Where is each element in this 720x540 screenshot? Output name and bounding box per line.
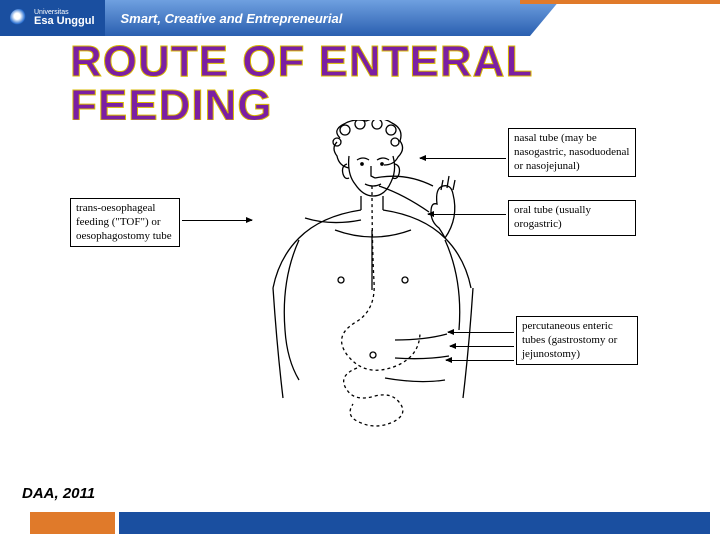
arrow-nasal [420,158,506,159]
arrow-perc-2 [450,346,514,347]
header-bar: Universitas Esa Unggul Smart, Creative a… [0,0,720,36]
source-citation: DAA, 2011 [22,485,95,502]
tagline-text: Smart, Creative and Entrepreneurial [121,11,343,26]
arrow-oral [428,214,506,215]
footer-accent-bars [30,512,710,534]
human-figure-illustration [245,120,505,470]
label-tof: trans-oesophageal feeding ("TOF") or oes… [70,198,180,247]
university-logo: Universitas Esa Unggul [0,0,105,36]
tagline-bar: Smart, Creative and Entrepreneurial [105,0,720,36]
footer-blue-block [119,512,710,534]
logo-globe-icon [10,9,28,27]
title-line-1: ROUTE OF ENTERAL [70,40,533,84]
label-percutaneous: percutaneous enteric tubes (gastrostomy … [516,316,638,365]
tagline-diagonal-cut [530,0,720,36]
label-oral: oral tube (usually orogastric) [508,200,636,236]
page-title: ROUTE OF ENTERAL FEEDING [70,40,533,128]
arrow-perc-3 [446,360,514,361]
arrow-tof [182,220,252,221]
arrow-perc-1 [448,332,514,333]
label-nasal: nasal tube (may be nasogastric, nasoduod… [508,128,636,177]
university-main: Esa Unggul [34,15,95,27]
enteral-feeding-diagram: trans-oesophageal feeding ("TOF") or oes… [70,120,650,470]
footer-orange-block [30,512,115,534]
orange-accent-strip [520,0,720,4]
university-name: Universitas Esa Unggul [34,9,95,27]
